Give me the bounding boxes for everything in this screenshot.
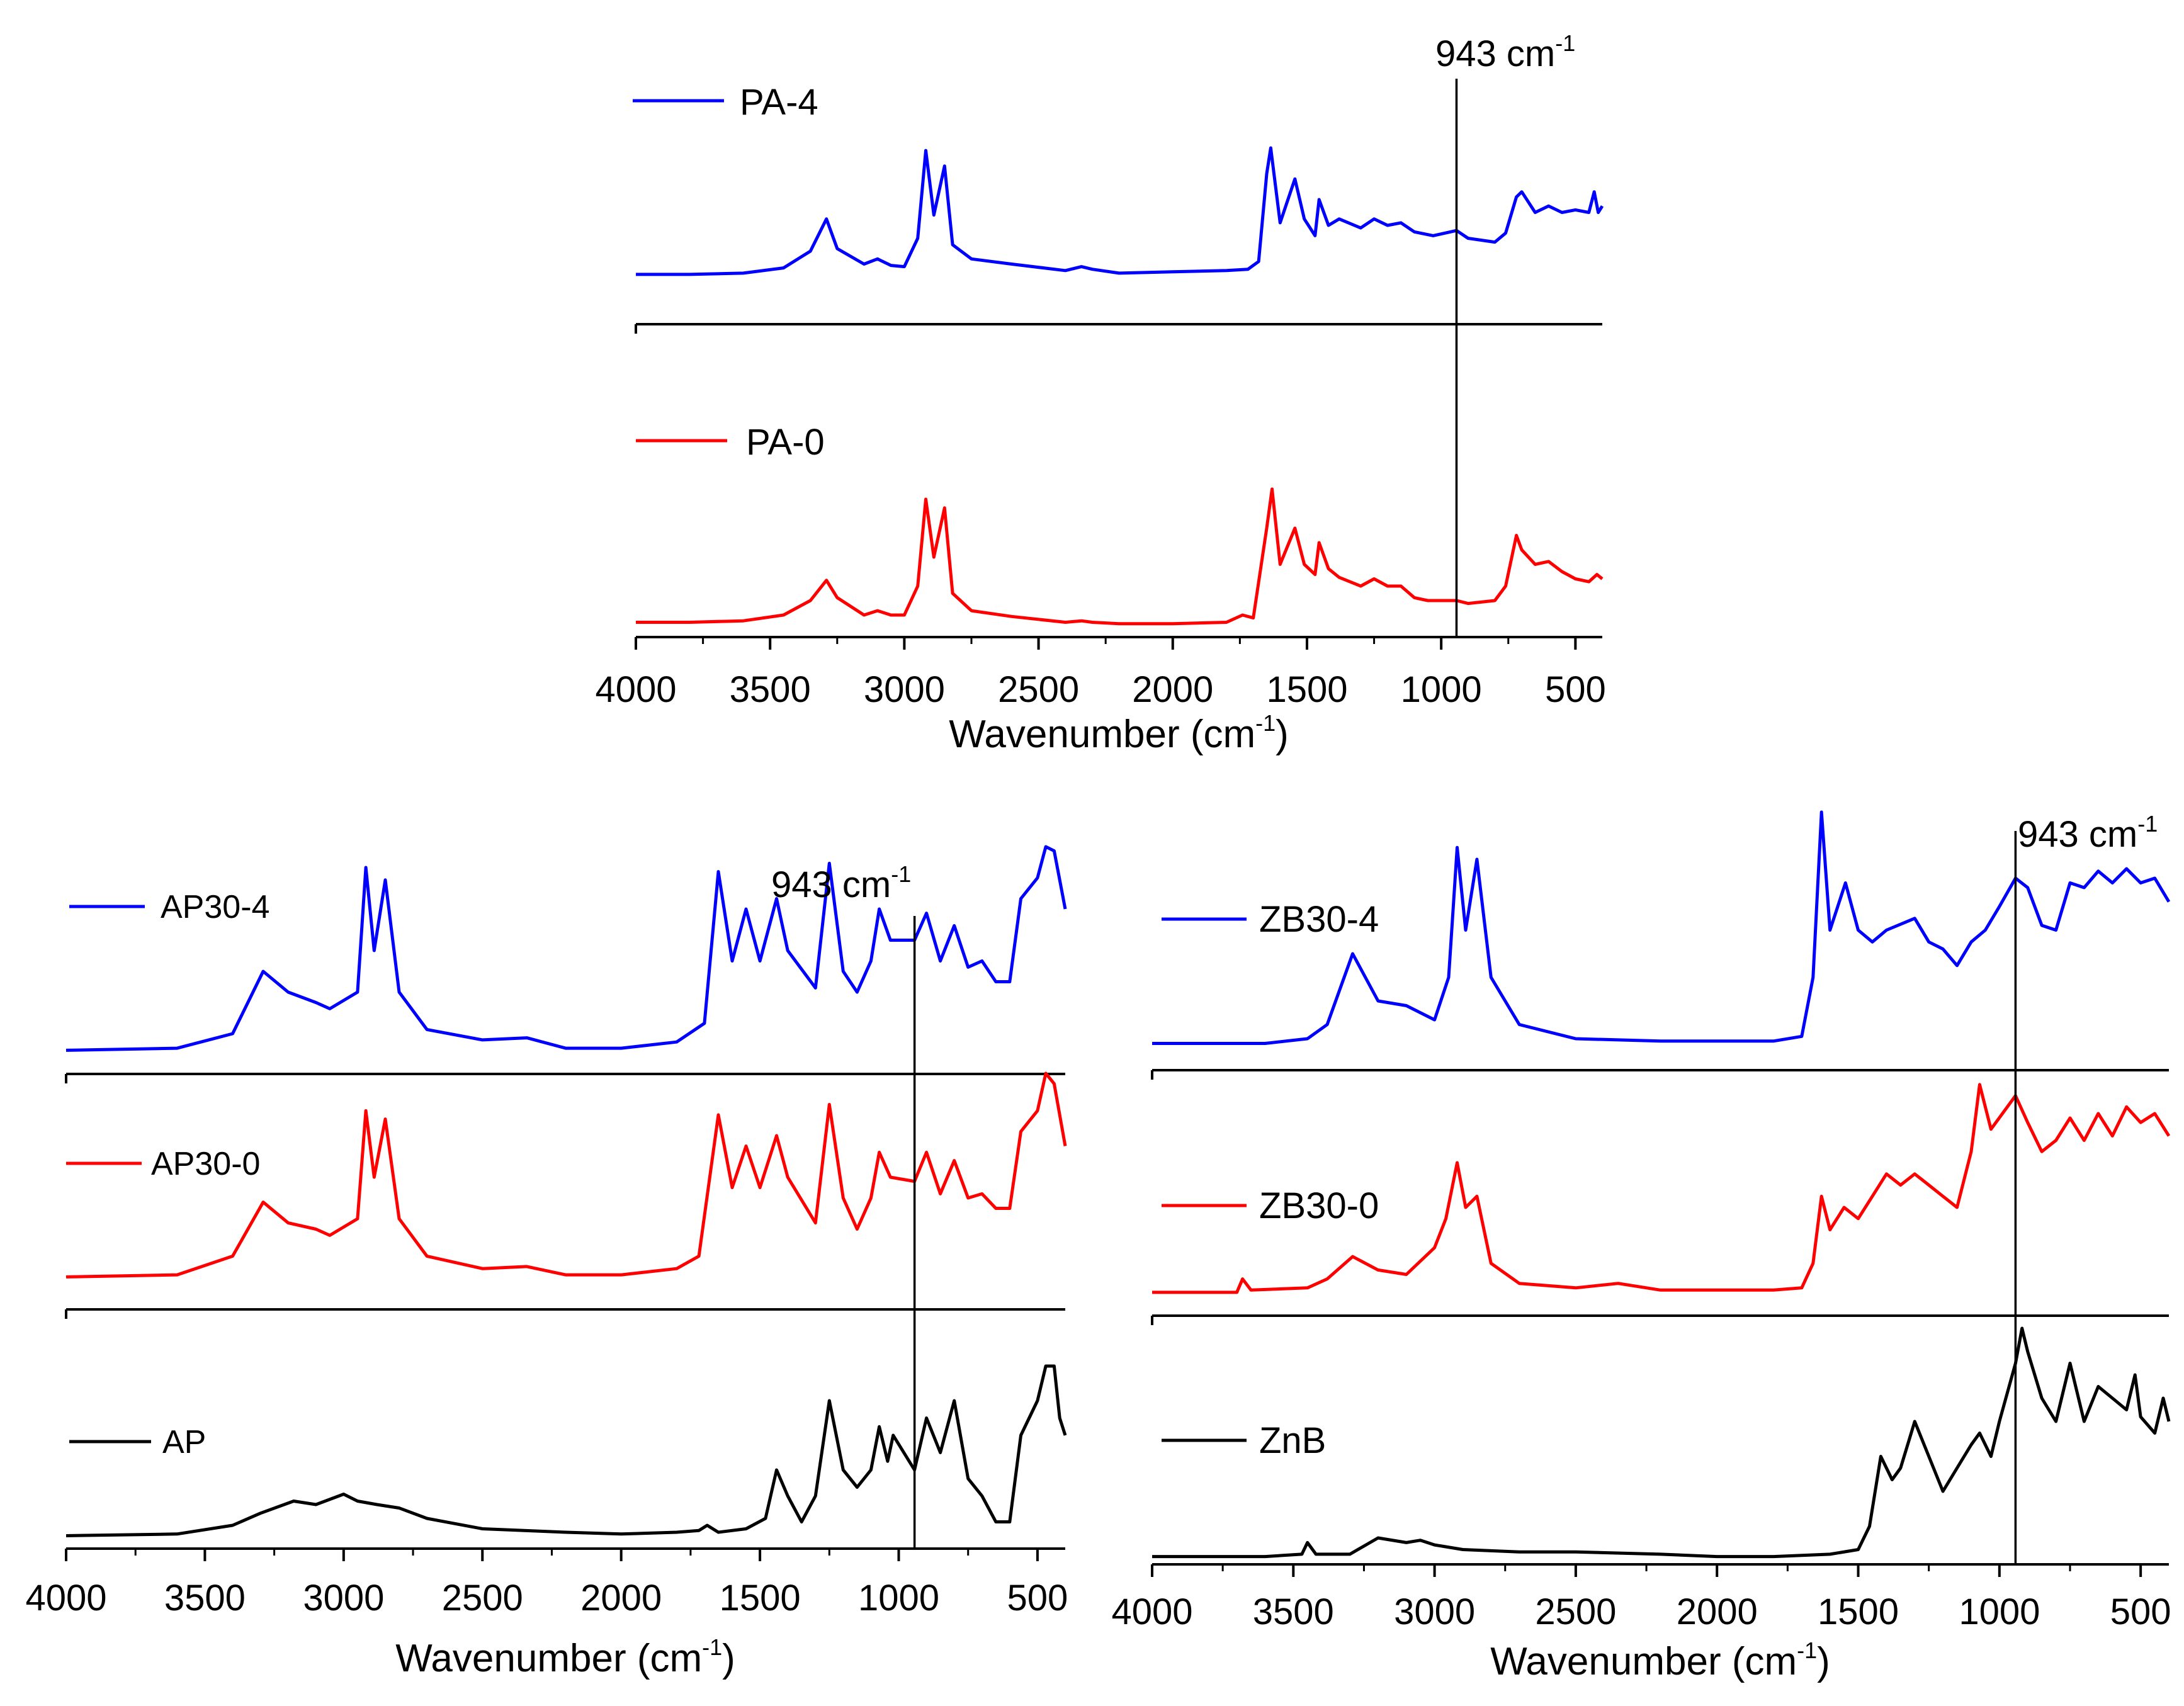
x-tick-label: 1500 xyxy=(1266,669,1347,710)
x-axis-ticks: 4000 3500 3000 2500 2000 1500 1000 500 xyxy=(25,1549,1068,1618)
x-tick-label: 1500 xyxy=(720,1578,801,1618)
x-tick-label: 500 xyxy=(2110,1591,2171,1632)
x-tick-label: 2000 xyxy=(1132,669,1213,710)
x-tick-label: 3500 xyxy=(730,669,811,710)
x-axis-title: Wavenumber (cm-1) xyxy=(395,1634,735,1680)
bottom-right-panel: 4000 3500 3000 2500 2000 1500 1000 500 943 cm-1… xyxy=(1111,810,2171,1683)
series-line-ap30-0 xyxy=(65,1071,1067,1279)
x-axis-title: Wavenumber (cm-1) xyxy=(949,710,1289,756)
x-tick-label: 2500 xyxy=(442,1578,523,1618)
annotation-943: 943 cm-1 xyxy=(771,861,911,905)
series-line-ap30-4 xyxy=(65,845,1067,1052)
bottom-right-plot-area: 4000 3500 3000 2500 2000 1500 1000 500 943 cm-1 xyxy=(1111,810,2171,1632)
x-tick-label: 2500 xyxy=(1535,1591,1616,1632)
series-line-pa-0 xyxy=(636,487,1604,626)
bottom-left-plot-area: 4000 3500 3000 2500 2000 1500 1000 500 943 cm-1 xyxy=(25,845,1068,1618)
legend-label: ZnB xyxy=(1259,1420,1326,1461)
series-group xyxy=(1152,810,2171,1559)
legend-label: AP xyxy=(162,1424,206,1460)
x-axis-title: Wavenumber (cm-1) xyxy=(1490,1637,1830,1683)
series-group xyxy=(65,845,1067,1537)
x-tick-label: 4000 xyxy=(595,669,676,710)
x-tick-label: 2000 xyxy=(1677,1591,1758,1632)
series-group xyxy=(636,146,1604,626)
legend-item-pa-0: PA-0 xyxy=(636,422,825,463)
x-tick-label: 1000 xyxy=(1401,669,1482,710)
x-tick-label: 2500 xyxy=(998,669,1079,710)
legend-item-ap30-0: AP30-0 xyxy=(66,1146,260,1182)
x-tick-label: 2000 xyxy=(580,1578,662,1618)
x-tick-label: 4000 xyxy=(25,1578,106,1618)
series-line-znb xyxy=(1152,1326,2171,1559)
legend-item-zb30-4: ZB30-4 xyxy=(1162,899,1379,940)
x-tick-label: 3000 xyxy=(303,1578,384,1618)
legend-label: AP30-4 xyxy=(161,889,269,925)
annotation-943: 943 cm-1 xyxy=(1435,30,1575,74)
x-axis-ticks: 4000 3500 3000 2500 2000 1500 1000 500 xyxy=(1111,1564,2171,1632)
top-plot-area: 4000 3500 3000 2500 2000 1500 1000 500 943 cm-1 xyxy=(595,30,1605,710)
legend-label: PA-4 xyxy=(740,82,818,123)
x-tick-label: 3000 xyxy=(864,669,945,710)
series-line-zb30-4 xyxy=(1152,810,2171,1045)
x-tick-label: 3500 xyxy=(164,1578,246,1618)
legend-label: ZB30-4 xyxy=(1259,899,1379,940)
x-tick-label: 3500 xyxy=(1253,1591,1334,1632)
x-tick-label: 3000 xyxy=(1394,1591,1475,1632)
x-tick-label: 4000 xyxy=(1111,1591,1192,1632)
x-tick-label: 1000 xyxy=(1959,1591,2040,1632)
legend-item-znb: ZnB xyxy=(1162,1420,1326,1461)
legend-label: PA-0 xyxy=(746,422,825,463)
legend-item-pa-4: PA-4 xyxy=(633,82,818,123)
annotation-943: 943 cm-1 xyxy=(2018,811,2158,855)
x-tick-label: 500 xyxy=(1007,1578,1068,1618)
series-line-ap xyxy=(65,1364,1067,1537)
top-panel: 4000 3500 3000 2500 2000 1500 1000 500 943 cm-1… xyxy=(595,30,1605,756)
legend-label: ZB30-0 xyxy=(1259,1185,1379,1226)
series-line-pa-4 xyxy=(636,146,1604,276)
bottom-left-panel: 4000 3500 3000 2500 2000 1500 1000 500 943 cm-1… xyxy=(25,845,1068,1680)
x-tick-label: 500 xyxy=(1545,669,1606,710)
x-tick-label: 1500 xyxy=(1818,1591,1899,1632)
x-axis-ticks: 4000 3500 3000 2500 2000 1500 1000 500 xyxy=(595,637,1606,710)
legend-item-ap30-4: AP30-4 xyxy=(69,889,269,925)
legend-item-zb30-0: ZB30-0 xyxy=(1162,1185,1379,1226)
x-tick-label: 1000 xyxy=(858,1578,939,1618)
legend-item-ap: AP xyxy=(69,1424,206,1460)
legend-label: AP30-0 xyxy=(151,1146,260,1182)
series-line-zb30-0 xyxy=(1152,1083,2171,1294)
